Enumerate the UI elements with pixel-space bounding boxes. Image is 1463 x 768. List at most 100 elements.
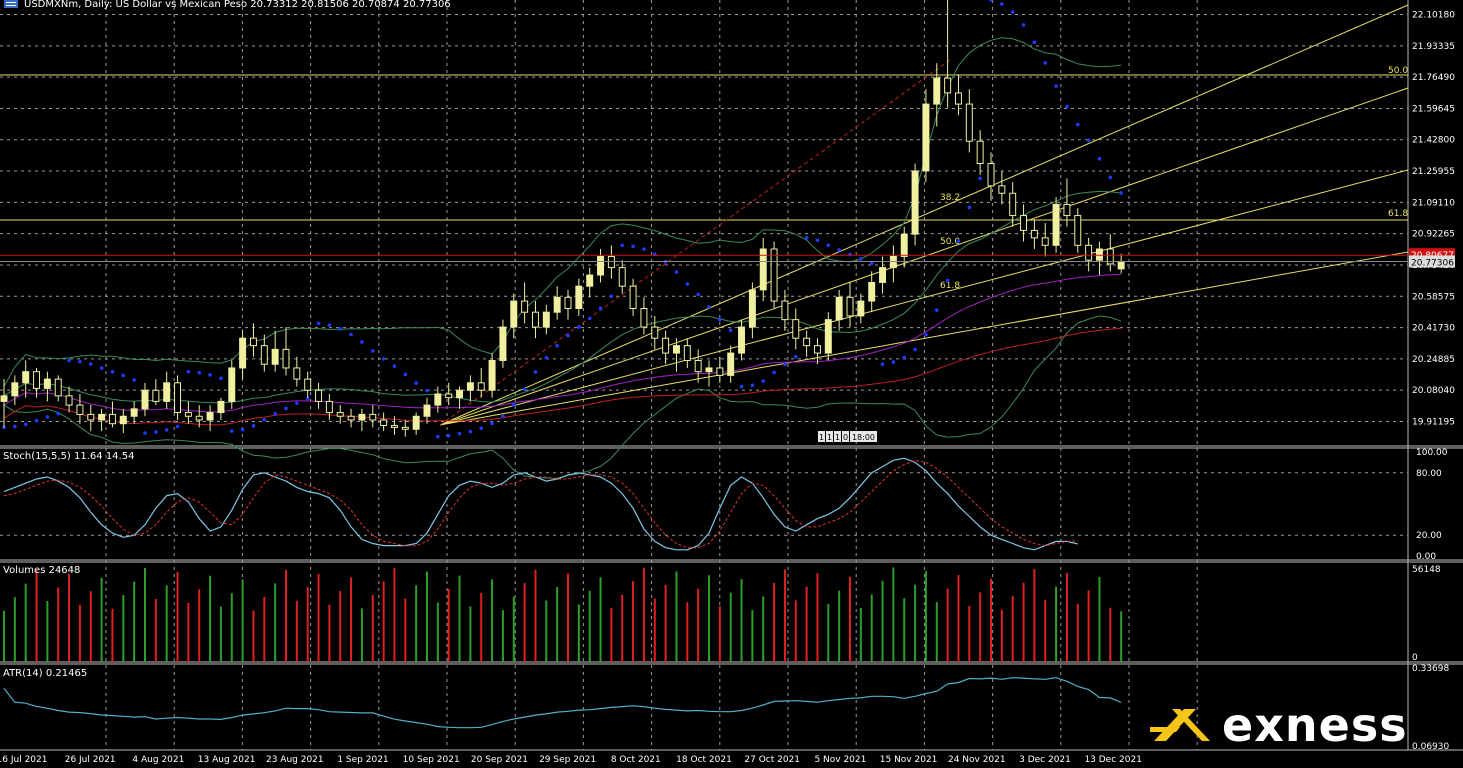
psar-dot <box>859 257 863 261</box>
candle-body <box>835 296 843 321</box>
psar-dot <box>620 243 625 248</box>
psar-dot <box>175 424 180 429</box>
time-marker-label: 0 <box>843 433 848 442</box>
time-marker-box <box>818 431 825 442</box>
candle-body <box>564 296 572 309</box>
candle-body <box>412 415 420 430</box>
candle-body <box>933 77 941 105</box>
chart-menu-icon[interactable] <box>4 0 18 8</box>
brand-name: exness <box>1222 698 1408 752</box>
candle-body <box>358 413 366 421</box>
candle-body <box>738 326 746 354</box>
candle-body <box>22 371 30 384</box>
candle-body <box>488 360 496 391</box>
candle-body <box>434 393 442 406</box>
candle-body <box>879 267 887 283</box>
time-marker-box <box>826 431 833 442</box>
candle-body <box>54 378 62 397</box>
stoch-signal-line <box>3 459 1078 549</box>
time-marker-label: 18:00 <box>852 433 875 442</box>
psar-dot <box>490 421 494 426</box>
candle-body <box>727 352 735 376</box>
candle-body <box>33 371 41 389</box>
time-tick-label: 24 Nov 2021 <box>948 755 1006 765</box>
psar-dot <box>978 176 982 181</box>
ma-red-line <box>3 327 1122 426</box>
psar-dot <box>1065 104 1069 109</box>
psar-dot <box>685 282 690 286</box>
candle-body <box>694 360 702 373</box>
candle-body <box>152 389 160 402</box>
stoch-tick-label: 20.00 <box>1416 531 1442 541</box>
candle-body <box>792 319 800 339</box>
psar-dot <box>577 325 581 329</box>
price-tick-label: 21.59645 <box>1412 104 1455 114</box>
psar-dot <box>284 406 288 411</box>
psar-dot <box>425 388 429 393</box>
price-tick-label: 21.76490 <box>1412 73 1455 83</box>
candle-body <box>954 92 962 105</box>
psar-dot <box>598 306 603 311</box>
psar-dot <box>392 364 397 368</box>
candle-body <box>1041 237 1049 246</box>
candle-body <box>325 400 333 414</box>
psar-dot <box>381 357 386 361</box>
psar-dot <box>1097 156 1102 161</box>
candle-body <box>401 426 409 430</box>
psar-dot <box>587 316 592 321</box>
time-marker-label: 1 <box>835 433 840 442</box>
psar-dot <box>240 427 245 432</box>
psar-dot <box>772 370 776 375</box>
psar-dot <box>555 343 559 348</box>
psar-dot <box>739 384 744 389</box>
candle-body <box>575 285 583 309</box>
psar-dot <box>88 362 93 366</box>
candle-body <box>108 413 116 425</box>
candle-body <box>813 345 821 354</box>
candle-body <box>781 300 789 321</box>
psar-dot <box>880 362 885 367</box>
psar-dot <box>533 370 538 374</box>
psar-dot <box>2 425 6 430</box>
price-tick-label: 21.25955 <box>1412 167 1455 177</box>
time-tick-label: 1 Sep 2021 <box>337 755 388 765</box>
psar-dot <box>262 417 267 422</box>
candle-body <box>260 345 268 365</box>
psar-dot <box>13 424 17 429</box>
price-tick-label: 22.10180 <box>1412 11 1455 21</box>
candle-body <box>521 300 529 313</box>
candle-body <box>466 382 474 391</box>
psar-dot <box>501 414 505 419</box>
psar-dot <box>566 333 570 338</box>
candle-body <box>1063 203 1071 217</box>
psar-dot <box>121 373 126 378</box>
candle-body <box>304 378 312 391</box>
candle-body <box>542 311 550 328</box>
psar-dot <box>327 323 332 327</box>
bid-price-box <box>1409 248 1455 261</box>
psar-dot <box>642 247 646 251</box>
psar-dot <box>609 294 614 299</box>
bollinger-upper-line <box>3 37 1122 387</box>
fib-level-50-label: 50.0 <box>1388 66 1408 76</box>
candle-body <box>597 255 605 276</box>
ma-purple-line <box>3 273 1122 413</box>
candle-body <box>662 337 670 354</box>
psar-dot <box>360 340 364 344</box>
psar-dot <box>934 308 939 312</box>
psar-dot <box>989 0 993 2</box>
price-tick-label: 20.58575 <box>1412 292 1455 302</box>
candle-body <box>217 400 225 414</box>
time-tick-label: 15 Nov 2021 <box>880 755 938 765</box>
atr-tick-label: 0.33698 <box>1412 664 1449 674</box>
psar-dot <box>848 252 852 257</box>
psar-dot <box>197 370 202 375</box>
psar-dot <box>837 248 841 252</box>
time-tick-label: 23 Aug 2021 <box>266 755 324 765</box>
fib-fan-618-label: 61.8 <box>940 281 960 291</box>
psar-dot <box>707 305 711 309</box>
candle-body <box>1117 260 1125 270</box>
psar-dot <box>219 376 223 381</box>
price-tick-label: 20.08040 <box>1412 386 1455 396</box>
psar-dot <box>511 402 516 407</box>
